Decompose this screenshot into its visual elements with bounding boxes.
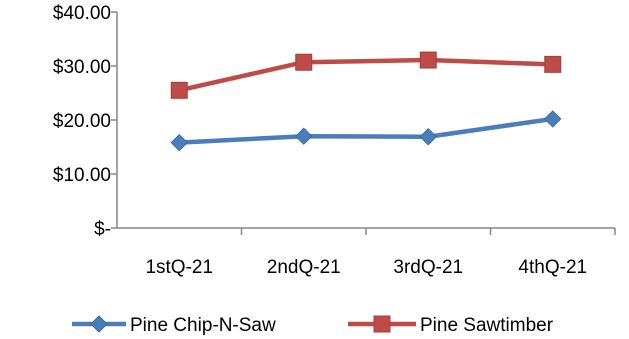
series-pine-sawtimber: [170, 51, 562, 99]
y-axis-tick-labels: $- $10.00 $20.00 $30.00 $40.00: [53, 3, 111, 240]
data-point-marker: [170, 81, 188, 99]
legend: Pine Chip-N-Saw Pine Sawtimber: [72, 315, 554, 336]
y-tick-label: $10.00: [53, 165, 111, 186]
data-point-marker: [544, 110, 562, 128]
legend-marker: [90, 315, 108, 333]
series-line: [178, 57, 553, 93]
legend-marker: [373, 315, 391, 333]
legend-item: Pine Chip-N-Saw: [72, 315, 276, 336]
legend-label: Pine Sawtimber: [420, 315, 554, 336]
series-pine-chip-n-saw: [170, 110, 562, 152]
x-tick-label: 4thQ-21: [518, 257, 587, 278]
y-tick-label: $30.00: [53, 57, 111, 78]
y-tick-label: $40.00: [53, 3, 111, 24]
data-point-marker: [170, 133, 188, 152]
x-axis-tick-labels: 1stQ-21 2ndQ-21 3rdQ-21 4thQ-21: [145, 257, 587, 278]
data-point-marker: [419, 51, 437, 69]
series-line: [179, 116, 554, 145]
series-layer: [170, 51, 562, 152]
data-point-marker: [295, 127, 313, 145]
y-tick-label: $-: [94, 219, 111, 240]
legend-item: Pine Sawtimber: [348, 315, 554, 336]
data-point-marker: [295, 53, 313, 71]
x-tick-label: 1stQ-21: [145, 257, 213, 278]
chart-axes: [111, 11, 616, 235]
legend-label: Pine Chip-N-Saw: [130, 315, 276, 336]
data-point-marker: [419, 128, 437, 146]
data-point-marker: [544, 55, 562, 73]
x-tick-label: 2ndQ-21: [267, 257, 341, 278]
x-tick-label: 3rdQ-21: [393, 257, 463, 278]
y-tick-label: $20.00: [53, 111, 111, 132]
